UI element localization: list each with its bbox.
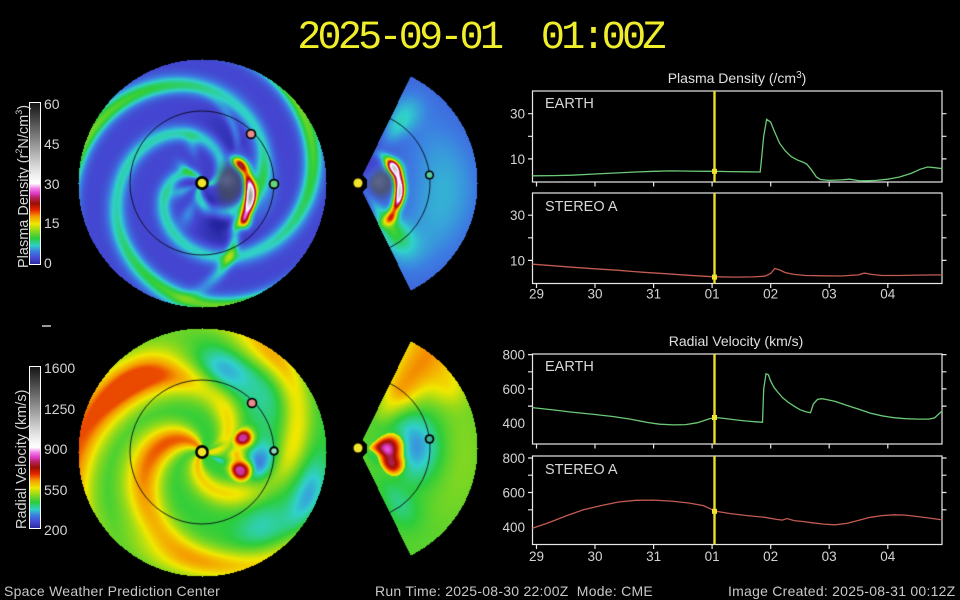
svg-text:02: 02 bbox=[763, 549, 778, 564]
svg-text:800: 800 bbox=[502, 348, 525, 363]
svg-text:600: 600 bbox=[502, 486, 525, 501]
svg-text:30: 30 bbox=[510, 208, 525, 223]
svg-text:31: 31 bbox=[646, 549, 661, 564]
svg-text:10: 10 bbox=[510, 152, 525, 167]
svg-text:31: 31 bbox=[646, 287, 661, 302]
svg-text:04: 04 bbox=[880, 549, 896, 564]
svg-text:400: 400 bbox=[502, 416, 525, 431]
svg-text:03: 03 bbox=[822, 287, 837, 302]
svg-text:Radial Velocity (km/s): Radial Velocity (km/s) bbox=[669, 333, 804, 349]
svg-text:STEREO A: STEREO A bbox=[545, 199, 618, 215]
svg-text:29: 29 bbox=[529, 549, 544, 564]
svg-text:03: 03 bbox=[822, 549, 837, 564]
svg-text:EARTH: EARTH bbox=[545, 359, 594, 375]
svg-text:01: 01 bbox=[705, 287, 720, 302]
svg-text:EARTH: EARTH bbox=[545, 96, 594, 112]
svg-text:Plasma Density (/cm3): Plasma Density (/cm3) bbox=[668, 70, 807, 86]
svg-text:400: 400 bbox=[502, 520, 525, 535]
svg-text:STEREO A: STEREO A bbox=[545, 462, 618, 478]
svg-text:02: 02 bbox=[763, 287, 778, 302]
svg-text:30: 30 bbox=[510, 107, 525, 122]
svg-text:600: 600 bbox=[502, 382, 525, 397]
svg-text:04: 04 bbox=[880, 287, 896, 302]
svg-text:30: 30 bbox=[587, 287, 602, 302]
svg-text:01: 01 bbox=[705, 549, 720, 564]
svg-text:800: 800 bbox=[502, 451, 525, 466]
svg-text:30: 30 bbox=[587, 549, 602, 564]
svg-text:10: 10 bbox=[510, 253, 525, 268]
svg-text:29: 29 bbox=[529, 287, 544, 302]
